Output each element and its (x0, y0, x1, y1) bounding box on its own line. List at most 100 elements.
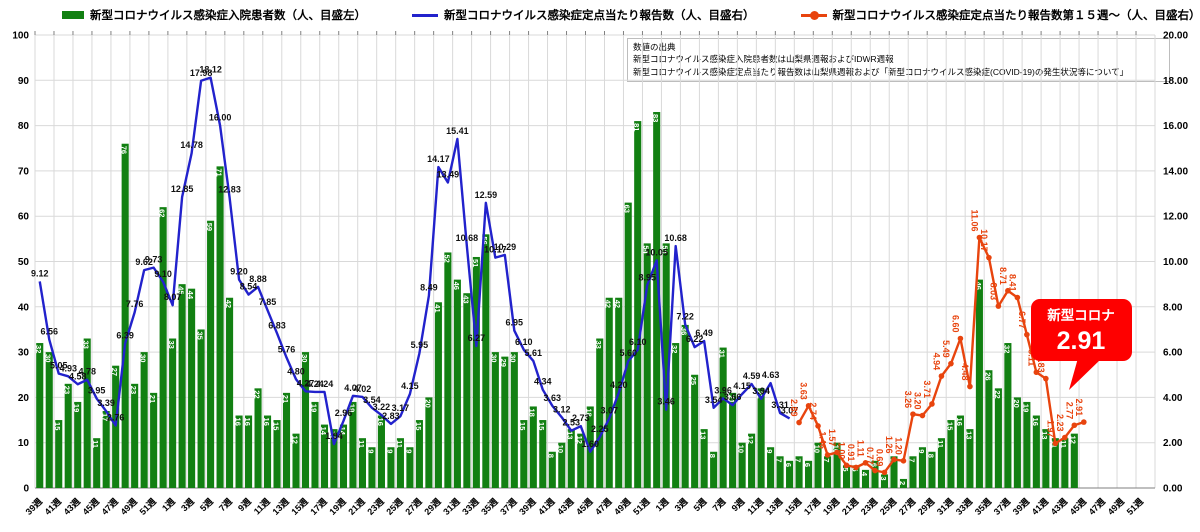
sentinel-value-label: 2.53 (563, 418, 581, 428)
left-axis-tick-label: 70 (18, 166, 30, 177)
bar-label: 11 (91, 440, 100, 448)
x-axis-tick-label: 5週 (692, 496, 710, 514)
sentinel-value-label: 4.59 (743, 371, 761, 381)
bar-label: 9 (404, 449, 413, 453)
x-axis-tick-label: 27週 (897, 496, 918, 517)
sentinel-value-label: 3.94 (752, 386, 770, 396)
sentinel-value-label: 6.56 (40, 326, 58, 336)
bar (396, 438, 404, 488)
bar (1061, 438, 1069, 488)
sentinel-wk15-value-label: 1.11 (856, 440, 866, 457)
data-point-marker (1033, 369, 1040, 376)
sentinel-value-label: 3.66 (724, 392, 742, 402)
bar (83, 338, 91, 488)
bar-label: 25 (689, 377, 698, 385)
x-axis-tick-label: 21週 (840, 496, 861, 517)
sentinel-value-label: 4.27 (297, 378, 315, 388)
sentinel-value-label: 9.20 (230, 267, 248, 277)
bar (406, 447, 414, 488)
data-point-marker (1043, 375, 1049, 382)
sentinel-value-label: 17.98 (190, 68, 213, 78)
sentinel-value-label: 6.95 (506, 318, 524, 328)
source-note-line-hospitalized: 新型コロナウイルス感染症入院患者数は山梨県週報およびIDWR週報 (633, 54, 894, 65)
bar (861, 469, 870, 488)
bar (216, 166, 224, 488)
bar-label: 45 (177, 286, 186, 294)
sentinel-line (38, 76, 791, 453)
bar-label: 21 (148, 395, 157, 403)
bar (558, 442, 566, 488)
bar-label: 7 (822, 458, 831, 462)
bar-label: 32 (670, 345, 679, 353)
left-axis-tick-label: 90 (18, 76, 30, 87)
sentinel-value-label: 4.07 (344, 383, 362, 393)
bar-label: 56 (480, 236, 489, 244)
bar-label: 7 (907, 458, 916, 462)
bar-label: 15 (53, 422, 62, 430)
right-axis-tick-label: 8.00 (1163, 302, 1183, 313)
sentinel-value-label: 10.05 (645, 247, 668, 257)
x-axis-tick-label: 9週 (730, 496, 748, 514)
bar (1051, 438, 1059, 488)
bar (1042, 429, 1050, 488)
bar (833, 442, 841, 488)
right-axis-tick-label: 10.00 (1163, 257, 1188, 268)
sentinel-value-label: 6.27 (468, 333, 486, 343)
sentinel-value-label: 9.12 (31, 268, 49, 278)
bar (577, 433, 585, 488)
x-axis-tick-label: 43週 (555, 496, 576, 517)
bar-label: 22 (756, 390, 765, 398)
sentinel-value-label: 3.46 (657, 397, 675, 407)
bar (786, 460, 794, 488)
bar-label: 62 (158, 209, 167, 217)
sentinel-value-label: 10.17 (484, 245, 507, 255)
red-line-marker-swatch-icon (800, 10, 827, 20)
bar-label: 23 (63, 386, 72, 394)
sentinel-wk15-value-label: 10.17 (979, 229, 989, 252)
x-axis-tick-label: 47週 (1087, 496, 1108, 517)
sentinel-value-label: 4.15 (401, 381, 419, 391)
x-axis-tick-label: 33週 (954, 496, 975, 517)
bar-label: 16 (955, 418, 964, 426)
bar-label: 10 (812, 445, 821, 453)
sentinel-wk15-value-label: 5.49 (941, 340, 951, 358)
bar (956, 415, 964, 488)
bar-label: 42 (224, 300, 233, 308)
bar-label: 22 (252, 390, 261, 398)
bar-label: 52 (442, 254, 451, 262)
bar (415, 420, 423, 488)
bar (586, 406, 594, 488)
bar-label: 13 (566, 431, 575, 439)
sentinel-value-label: 18.12 (199, 65, 222, 75)
x-axis-tick-label: 41週 (43, 496, 64, 517)
left-axis-tick-label: 50 (18, 257, 30, 268)
bar (121, 143, 129, 488)
bar-label: 9 (366, 449, 375, 453)
bar (767, 447, 775, 488)
bar-label: 10 (831, 445, 840, 453)
bar (805, 460, 813, 488)
sentinel-wk15-value-label: 4.94 (931, 353, 941, 371)
sentinel-wk15-value-label: 8.71 (998, 267, 1008, 285)
bar (520, 420, 528, 488)
bar (662, 243, 670, 488)
x-axis-tick-label: 27週 (403, 496, 424, 517)
bar-label: 29 (499, 359, 508, 367)
bar-label: 20 (1012, 399, 1021, 407)
legend-item-sentinel-wk15: 新型コロナウイルス感染症定点当たり報告数第１５週～（人、目盛右） (800, 7, 1200, 23)
bar-label: 3 (879, 476, 888, 480)
x-axis-tick-label: 35週 (479, 496, 500, 517)
sentinel-value-label: 3.39 (97, 398, 115, 408)
bar-label: 16 (243, 418, 252, 426)
left-axis-tick-label: 80 (18, 121, 30, 132)
sentinel-value-label: 6.22 (686, 334, 704, 344)
bar-label: 33 (82, 341, 91, 349)
bar-label: 30 (44, 354, 53, 362)
bar-label: 46 (974, 282, 983, 290)
bar (282, 392, 291, 488)
data-point-marker (796, 419, 802, 426)
x-axis-tick-label: 11週 (745, 496, 766, 517)
sentinel-wk15-value-label: 4.48 (960, 363, 970, 381)
x-axis-tick-label: 49週 (1106, 496, 1127, 517)
bar-label: 21 (281, 395, 290, 403)
